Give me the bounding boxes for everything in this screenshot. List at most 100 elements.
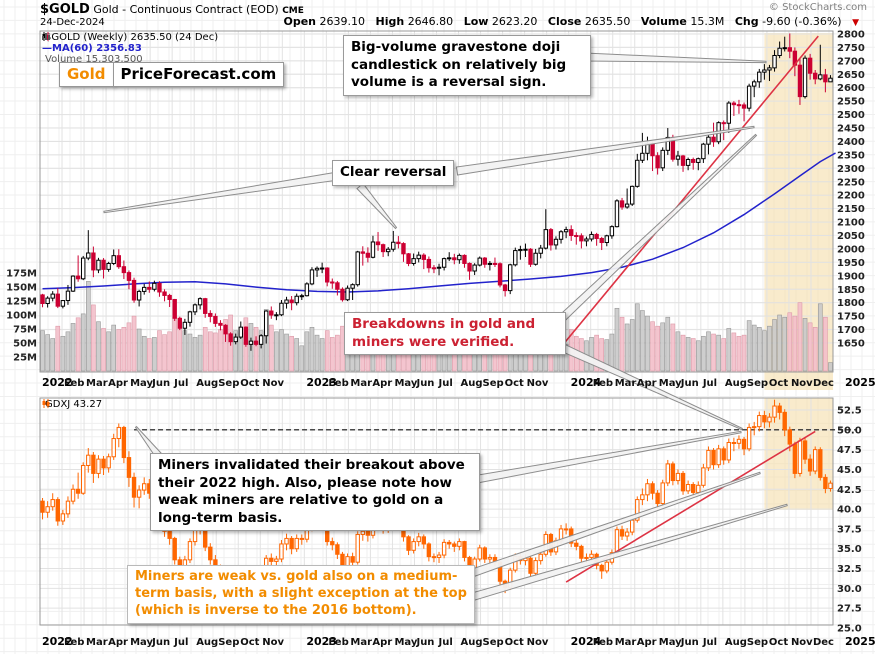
priceforecast-logo: Gold PriceForecast.com: [59, 62, 285, 87]
svg-text:1700: 1700: [837, 325, 865, 336]
svg-text:100M: 100M: [6, 311, 37, 322]
symbol-description: Gold - Continuous Contract (EOD): [93, 3, 279, 16]
svg-text:45.0: 45.0: [837, 465, 862, 476]
svg-text:Aug: Aug: [196, 378, 218, 389]
svg-text:40.0: 40.0: [837, 505, 862, 516]
svg-text:Mar: Mar: [350, 378, 372, 389]
symbol-label: $GOLD: [40, 2, 90, 17]
svg-text:1850: 1850: [837, 285, 865, 296]
svg-text:Sep: Sep: [747, 378, 768, 389]
svg-text:Jun: Jun: [680, 378, 699, 389]
gdxj-legend: GDXJ 43.27: [42, 399, 102, 410]
logo-gold-text: Gold: [59, 62, 114, 87]
svg-text:May: May: [394, 637, 417, 648]
svg-text:2400: 2400: [837, 137, 865, 148]
svg-text:Apr: Apr: [372, 637, 392, 648]
svg-text:Jul: Jul: [702, 378, 717, 389]
svg-text:Feb: Feb: [64, 637, 84, 648]
svg-text:Mar: Mar: [615, 378, 637, 389]
svg-text:Oct: Oct: [240, 637, 259, 648]
chart-date: 24-Dec-2024: [40, 17, 105, 28]
low-value: 2623.20: [491, 15, 538, 28]
svg-text:Mar: Mar: [86, 637, 108, 648]
change-down-arrow-icon: ▼: [852, 18, 859, 28]
svg-text:Jul: Jul: [173, 378, 188, 389]
svg-text:30.0: 30.0: [837, 584, 862, 595]
svg-text:Dec: Dec: [813, 378, 834, 389]
annotation-clear-reversal: Clear reversal: [332, 160, 455, 186]
svg-text:Sep: Sep: [218, 637, 239, 648]
svg-text:47.5: 47.5: [837, 445, 862, 456]
high-value: 2646.80: [407, 15, 454, 28]
svg-text:Oct: Oct: [769, 637, 788, 648]
svg-text:May: May: [394, 378, 417, 389]
ma-line-icon: —: [42, 43, 52, 54]
svg-text:50M: 50M: [13, 339, 37, 350]
svg-text:Feb: Feb: [328, 637, 348, 648]
svg-text:Oct: Oct: [505, 637, 524, 648]
svg-text:Jun: Jun: [680, 637, 699, 648]
ohlc-quote-bar: Open 2639.10 High 2646.80 Low 2623.20 Cl…: [283, 15, 859, 28]
change-value: -9.60 (-0.36%): [762, 15, 842, 28]
svg-text:Oct: Oct: [769, 378, 788, 389]
svg-text:Aug: Aug: [461, 378, 483, 389]
svg-text:Nov: Nov: [262, 378, 284, 389]
svg-text:Apr: Apr: [637, 378, 657, 389]
svg-text:37.5: 37.5: [837, 524, 862, 535]
svg-text:Sep: Sep: [483, 637, 504, 648]
svg-text:2600: 2600: [837, 83, 865, 94]
gold-legend-label: $GOLD (Weekly) 2635.50 (24 Dec): [45, 32, 219, 43]
svg-text:Feb: Feb: [593, 637, 613, 648]
svg-text:Jul: Jul: [702, 637, 717, 648]
svg-text:1650: 1650: [837, 339, 865, 350]
svg-text:2100: 2100: [837, 218, 865, 229]
gold-legend: $GOLD (Weekly) 2635.50 (24 Dec) —MA(60) …: [42, 32, 218, 65]
annotation-gravestone-doji: Big-volume gravestone doji candlestick o…: [343, 35, 591, 96]
volume-value: 15.3M: [690, 15, 725, 28]
svg-text:Nov: Nov: [791, 637, 813, 648]
svg-text:Jul: Jul: [173, 637, 188, 648]
svg-text:Apr: Apr: [637, 637, 657, 648]
svg-text:Mar: Mar: [86, 378, 108, 389]
svg-text:52.5: 52.5: [837, 406, 862, 417]
svg-text:Jun: Jun: [151, 637, 170, 648]
svg-text:2000: 2000: [837, 244, 865, 255]
svg-text:Jul: Jul: [438, 637, 453, 648]
svg-text:Feb: Feb: [593, 378, 613, 389]
svg-text:1900: 1900: [837, 271, 865, 282]
chart-header: $GOLD Gold - Continuous Contract (EOD) C…: [40, 2, 304, 17]
svg-text:2350: 2350: [837, 150, 865, 161]
svg-text:2700: 2700: [837, 56, 865, 67]
svg-text:Apr: Apr: [108, 378, 128, 389]
svg-text:Sep: Sep: [747, 637, 768, 648]
svg-text:Jun: Jun: [415, 637, 434, 648]
open-value: 2639.10: [319, 15, 366, 28]
logo-site-text: PriceForecast.com: [112, 62, 285, 87]
svg-text:2550: 2550: [837, 97, 865, 108]
svg-text:May: May: [659, 637, 682, 648]
svg-text:Mar: Mar: [615, 637, 637, 648]
svg-text:Jul: Jul: [438, 378, 453, 389]
gdxj-legend-label: GDXJ 43.27: [45, 399, 103, 410]
svg-text:2023: 2023: [306, 635, 337, 648]
svg-text:Oct: Oct: [505, 378, 524, 389]
svg-text:Aug: Aug: [725, 637, 747, 648]
svg-text:25M: 25M: [13, 353, 37, 364]
svg-text:Nov: Nov: [527, 637, 549, 648]
svg-text:75M: 75M: [13, 325, 37, 336]
svg-text:50.0: 50.0: [837, 425, 862, 436]
volume-legend-label: Volume 15,303,500: [45, 54, 143, 65]
svg-text:Mar: Mar: [350, 637, 372, 648]
svg-text:Oct: Oct: [240, 378, 259, 389]
svg-text:2022: 2022: [42, 376, 73, 389]
annotation-miners-breakout: Miners invalidated their breakout above …: [150, 453, 480, 532]
svg-text:2050: 2050: [837, 231, 865, 242]
svg-text:Apr: Apr: [372, 378, 392, 389]
ma-legend-label: MA(60) 2356.83: [52, 43, 142, 54]
svg-text:2150: 2150: [837, 204, 865, 215]
svg-text:2023: 2023: [306, 376, 337, 389]
svg-text:May: May: [130, 637, 153, 648]
exchange-label: CME: [282, 6, 304, 16]
svg-text:1950: 1950: [837, 258, 865, 269]
